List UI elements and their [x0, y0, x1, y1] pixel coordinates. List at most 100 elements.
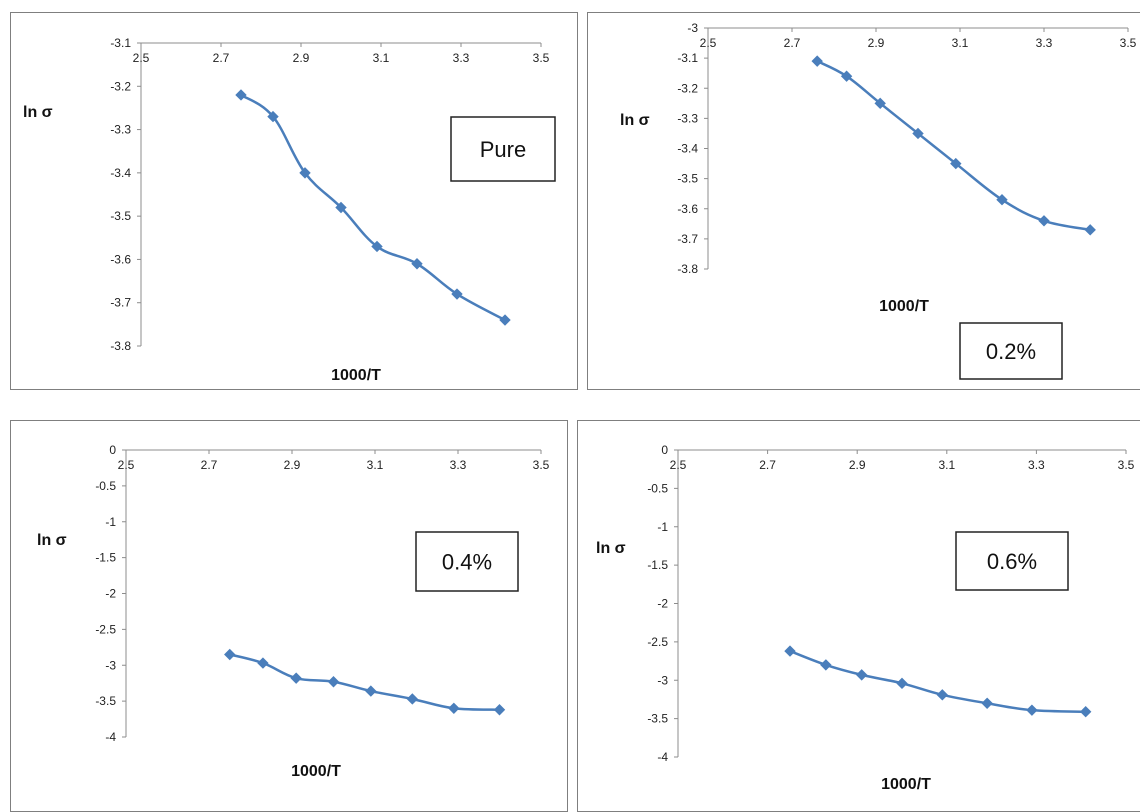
x-tick-label: 2.9 [849, 458, 866, 472]
label-text-0-6: 0.6% [987, 549, 1037, 574]
data-point [411, 258, 423, 270]
data-point [1038, 215, 1050, 227]
y-tick-label: -3.5 [647, 712, 668, 726]
x-tick-label: 3.5 [533, 51, 550, 65]
data-point [784, 645, 796, 657]
x-tick-label: 2.5 [670, 458, 687, 472]
data-point [855, 669, 868, 681]
chart-panel-0-2: -3 -3.1 -3.2 -3.3 -3.4 -3.5 -3.6 -3.7 -3.8 2.5 2.7… [587, 12, 1140, 390]
x-tick-label: 3.5 [533, 458, 550, 472]
label-text-pure: Pure [480, 137, 526, 162]
x-tick-label: 3.1 [952, 36, 969, 50]
label-text-0-2: 0.2% [986, 339, 1036, 364]
x-axis-title-0-4: 1000/T [291, 763, 341, 780]
chart-panel-pure: -3.1 -3.2 -3.3 -3.4 -3.5 -3.6 -3.7 -3.8 2.5 2.7 2.… [10, 12, 578, 390]
x-tick-label: 2.7 [784, 36, 801, 50]
x-tick-label: 3.3 [1028, 458, 1045, 472]
y-tick-label: -0.5 [95, 479, 116, 493]
y-tick-label: -3.5 [677, 172, 698, 186]
data-point [267, 110, 279, 123]
data-point [493, 704, 506, 716]
data-point [365, 685, 377, 697]
y-tick-label: -3 [657, 673, 668, 687]
data-point [981, 697, 993, 709]
x-tick-label: 2.9 [293, 51, 310, 65]
y-tick-label: -3.2 [110, 79, 131, 93]
series-line-0-2 [816, 60, 1091, 232]
y-tick-label: -2 [657, 597, 668, 611]
y-tick-label: -3.8 [110, 339, 131, 353]
x-tick-label: 2.7 [759, 458, 776, 472]
y-axis-title-0-2: ln σ [620, 112, 650, 129]
y-axis-title-0-6: ln σ [596, 540, 626, 557]
data-point [811, 55, 823, 67]
y-tick-label: -3.6 [110, 252, 131, 266]
chart-panel-0-4: 0 -0.5 -1 -1.5 -2 -2.5 -3 -3.5 -4 2.5 2.7 2.9 3.1 3.3… [10, 420, 568, 812]
series-line-0-6 [789, 649, 1086, 713]
y-tick-label: -2 [105, 587, 116, 601]
data-point [327, 676, 340, 688]
data-point [499, 314, 511, 326]
x-tick-label: 3.5 [1118, 458, 1135, 472]
chart-svg-0-2: -3 -3.1 -3.2 -3.3 -3.4 -3.5 -3.6 -3.7 -3.8 2.5 2.7… [620, 21, 1137, 380]
data-point [406, 693, 419, 705]
data-point [950, 157, 962, 170]
x-axis-title-pure: 1000/T [331, 367, 381, 384]
y-tick-label: -3.3 [110, 123, 131, 137]
x-axis-title-0-6: 1000/T [881, 776, 931, 793]
data-point [1026, 704, 1038, 716]
x-tick-label: 3.1 [367, 458, 384, 472]
y-tick-label: 0 [109, 443, 116, 457]
x-tick-label: 3.5 [1120, 36, 1137, 50]
x-tick-label: 2.7 [213, 51, 230, 65]
data-point [896, 677, 908, 690]
x-tick-label: 2.5 [118, 458, 135, 472]
y-tick-label: -1.5 [95, 551, 116, 565]
x-tick-label: 3.3 [450, 458, 467, 472]
x-tick-label: 3.3 [1036, 36, 1053, 50]
data-point [299, 167, 311, 179]
x-tick-label: 2.5 [133, 51, 150, 65]
y-tick-label: -3.4 [110, 166, 131, 180]
x-tick-label: 2.9 [284, 458, 301, 472]
data-point [1084, 224, 1096, 236]
y-tick-label: -3.4 [677, 142, 698, 156]
data-point [290, 672, 302, 684]
y-tick-label: -4 [105, 730, 116, 744]
data-point [224, 648, 236, 661]
y-tick-label: -1 [105, 515, 116, 529]
y-axis-title-0-4: ln σ [37, 532, 67, 549]
y-tick-label: -3.7 [677, 232, 698, 246]
chart-svg-0-4: 0 -0.5 -1 -1.5 -2 -2.5 -3 -3.5 -4 2.5 2.7 2.9 3.1 3.3… [37, 443, 550, 780]
data-point [448, 702, 460, 715]
y-tick-label: -1 [657, 520, 668, 534]
x-tick-label: 3.3 [453, 51, 470, 65]
y-tick-label: -3.1 [110, 36, 131, 50]
x-tick-label: 2.7 [201, 458, 218, 472]
data-point [371, 240, 383, 253]
data-point [874, 97, 886, 110]
y-tick-label: -3.5 [110, 209, 131, 223]
x-tick-label: 2.9 [868, 36, 885, 50]
label-box-0-2 [959, 322, 1063, 380]
y-tick-label: -1.5 [647, 558, 668, 572]
chart-svg-0-6: 0 -0.5 -1 -1.5 -2 -2.5 -3 -3.5 -4 2.5 2.7 2.9 3.1 3.3… [596, 443, 1135, 793]
x-axis-title-0-2: 1000/T [879, 298, 929, 315]
y-tick-label: 0 [661, 443, 668, 457]
series-line-0-4 [229, 653, 500, 711]
data-point [912, 127, 924, 140]
data-point [451, 288, 463, 300]
data-point [1079, 706, 1092, 718]
data-point [257, 657, 269, 669]
data-point [820, 659, 832, 671]
series-line-pure [240, 93, 506, 322]
chart-panel-0-6: 0 -0.5 -1 -1.5 -2 -2.5 -3 -3.5 -4 2.5 2.7 2.9 3.1 3.3… [577, 420, 1140, 812]
y-tick-label: -3.2 [677, 81, 698, 95]
y-tick-label: -2.5 [647, 635, 668, 649]
label-box-0-6 [955, 531, 1069, 591]
data-point [335, 201, 347, 214]
x-tick-label: 3.1 [373, 51, 390, 65]
data-point [996, 194, 1008, 206]
label-box-pure [450, 116, 556, 182]
label-text-0-4: 0.4% [442, 550, 492, 575]
